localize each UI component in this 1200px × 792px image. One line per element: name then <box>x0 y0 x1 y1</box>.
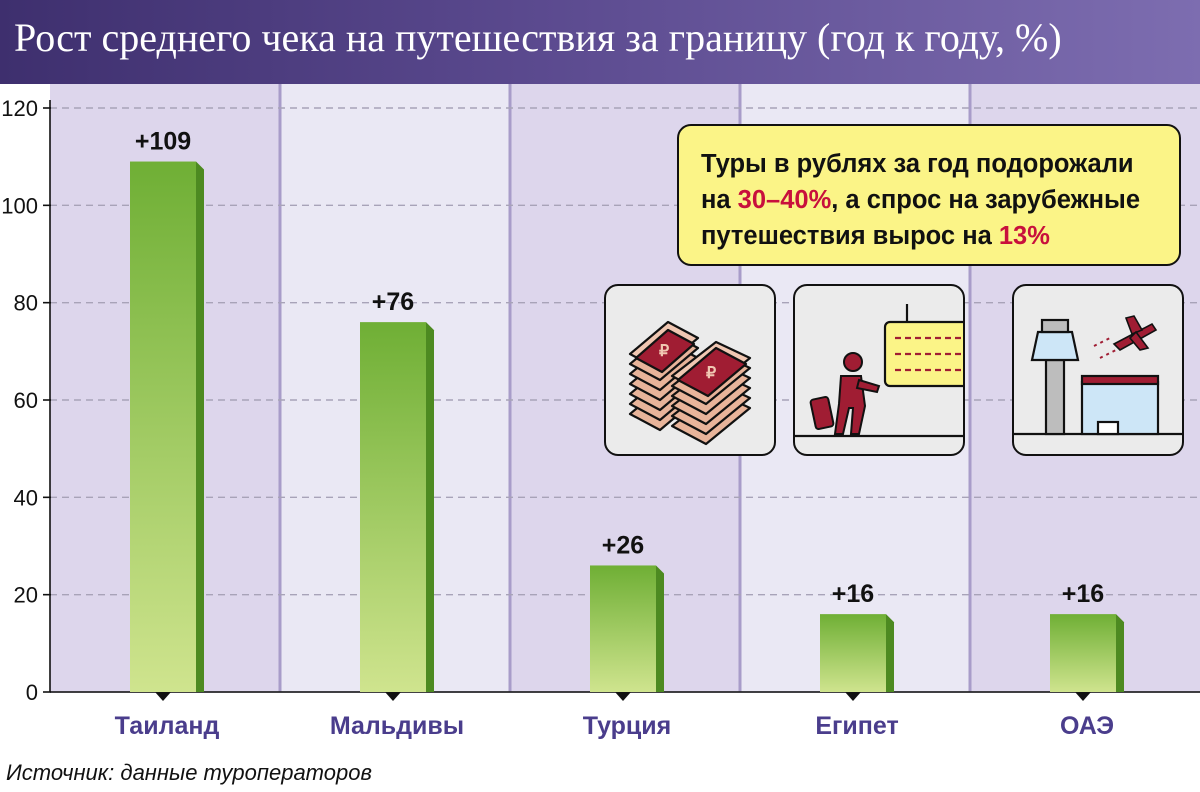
category-label: Таиланд <box>115 712 220 740</box>
category-label: ОАЭ <box>1060 712 1114 740</box>
callout-line-1: Туры в рублях за год подорожали <box>701 150 1134 178</box>
bar <box>360 322 426 692</box>
y-tick-label: 80 <box>14 291 38 316</box>
page-title: Рост среднего чека на путешествия за гра… <box>14 15 1062 60</box>
category-tick <box>1075 692 1091 701</box>
callout-line-2-prefix: на <box>701 186 738 214</box>
callout-demand-growth: 13% <box>998 222 1050 250</box>
bar <box>1050 614 1116 692</box>
bar-side <box>656 565 664 692</box>
bar-side <box>426 322 434 692</box>
callout-line-3-prefix: путешествия вырос на <box>701 222 999 250</box>
bar <box>130 161 196 693</box>
bar <box>590 565 656 692</box>
bar-value-label: +16 <box>832 580 874 608</box>
y-tick-label: 40 <box>14 485 38 510</box>
source-note: Источник: данные туроператоров <box>6 760 372 785</box>
y-tick-label: 120 <box>1 96 38 121</box>
traveler-departure-board-icon <box>793 284 965 456</box>
bar <box>820 614 886 692</box>
category-tick <box>845 692 861 701</box>
bar-side <box>196 161 204 693</box>
bar-value-label: +76 <box>372 288 414 316</box>
category-label: Турция <box>583 712 672 740</box>
bar-value-label: +26 <box>602 531 644 559</box>
y-tick-label: 100 <box>1 193 38 218</box>
svg-text:₽: ₽ <box>659 343 669 360</box>
bar-value-label: +109 <box>135 128 191 156</box>
y-tick-label: 0 <box>26 680 38 705</box>
bar-side <box>886 614 894 692</box>
bar-value-label: +16 <box>1062 580 1104 608</box>
bar-side <box>1116 614 1124 692</box>
category-tick <box>385 692 401 701</box>
category-label: Мальдивы <box>330 712 464 740</box>
info-callout: Туры в рублях за год подорожали на 30–40… <box>677 124 1181 266</box>
svg-text:₽: ₽ <box>706 365 716 382</box>
airport-tower-plane-icon <box>1012 284 1184 456</box>
y-tick-label: 60 <box>14 388 38 413</box>
category-label: Египет <box>815 712 898 740</box>
money-stacks-icon: ₽ ₽ <box>604 284 776 456</box>
y-tick-label: 20 <box>14 583 38 608</box>
category-tick <box>615 692 631 701</box>
category-tick <box>155 692 171 701</box>
callout-line-2-suffix: , а спрос на зарубежные <box>831 186 1141 214</box>
title-bar: Рост среднего чека на путешествия за гра… <box>0 0 1200 84</box>
callout-price-growth: 30–40% <box>737 186 832 214</box>
